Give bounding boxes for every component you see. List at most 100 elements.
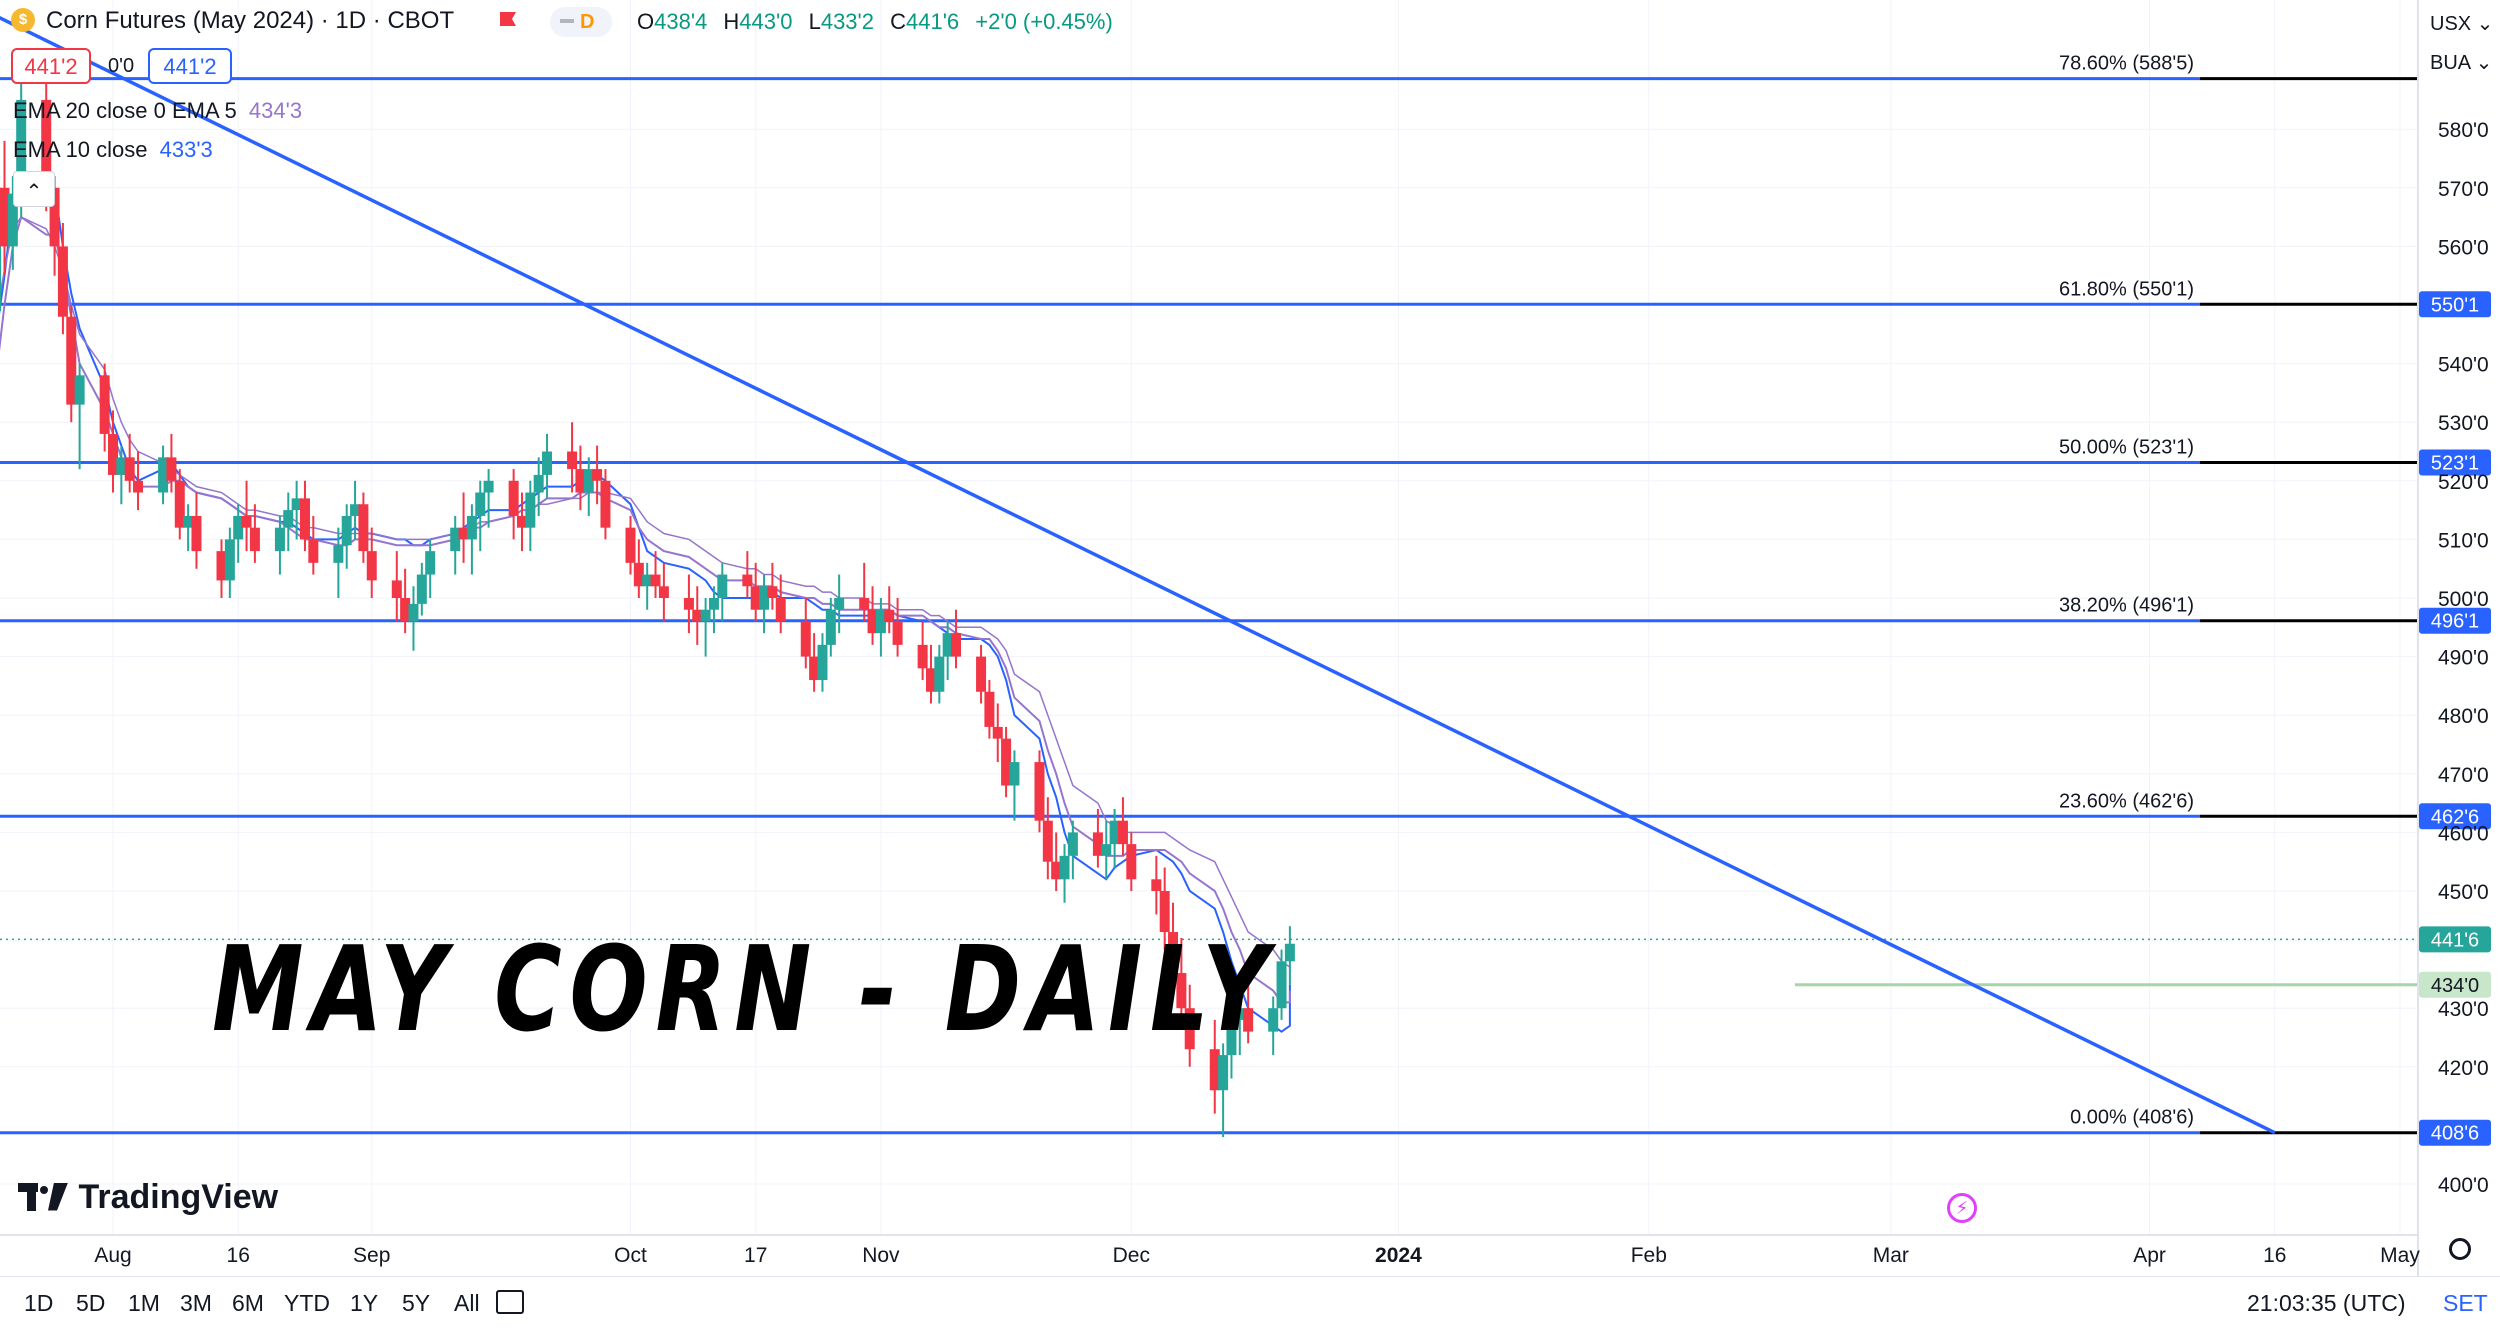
candle-body [358, 504, 369, 552]
candle-body [16, 99, 27, 194]
fib-price-tag [2419, 803, 2491, 830]
fib-price-tag [2419, 607, 2491, 634]
flag-icon[interactable] [500, 12, 516, 26]
candle-body [1184, 1008, 1195, 1050]
price-tick-label: 450'0 [2438, 881, 2489, 904]
candle-body [224, 539, 235, 581]
fib-label: 50.00% (523'1) [2059, 436, 2194, 458]
candle-body [366, 551, 377, 581]
candle-body [1042, 820, 1053, 862]
ema-10-legend[interactable]: EMA 10 close 433'3 [13, 137, 213, 163]
candle-body [1009, 762, 1020, 786]
tradingview-logo[interactable]: TradingView [18, 1178, 278, 1217]
settings-icon[interactable] [2449, 1238, 2471, 1260]
sell-button[interactable]: 441'2 [11, 48, 91, 84]
ema-20-value: 434'3 [248, 98, 303, 123]
candle-body [775, 598, 786, 622]
candle-body [1268, 1008, 1279, 1032]
candle-body [683, 598, 694, 610]
time-tick-label: Dec [1113, 1244, 1150, 1267]
currency-select[interactable]: USX ⌄ [2430, 13, 2494, 35]
candle-body [992, 726, 1003, 739]
candle-body [1226, 1019, 1237, 1056]
unit-select[interactable]: BUA ⌄ [2430, 52, 2493, 74]
candle-body [1126, 844, 1137, 880]
candle-body [0, 187, 10, 247]
time-tick-label: Mar [1873, 1244, 1909, 1267]
candle-body [575, 469, 586, 493]
candle-body [809, 656, 820, 681]
candle-body [825, 609, 836, 645]
time-tick-label: Feb [1631, 1244, 1667, 1267]
candle-body [0, 187, 2, 311]
candle-body [633, 562, 644, 587]
settings-label[interactable]: SET [2443, 1290, 2488, 1316]
ema-line-ema-20 [0, 216, 1291, 979]
candle-body [7, 193, 18, 247]
candle-body [976, 656, 987, 692]
candle-body [583, 469, 594, 493]
fib-label: 23.60% (462'6) [2059, 790, 2194, 812]
price-tick-label: 460'0 [2438, 822, 2489, 845]
candle-body [483, 480, 494, 493]
candle-body [692, 609, 703, 622]
ohlc-c-label: C [890, 9, 906, 34]
candle-body [1092, 832, 1103, 856]
clock-readout[interactable]: 21:03:35 (UTC) [2247, 1290, 2406, 1316]
symbol-logo-icon: $ [11, 8, 35, 32]
interval-badge[interactable]: D [550, 7, 612, 37]
candle-body [1159, 891, 1170, 933]
candle-body [391, 580, 402, 598]
ema-20-legend[interactable]: EMA 20 close 0 EMA 5 434'3 [13, 98, 302, 124]
timeframe-1d[interactable]: 1D [24, 1290, 54, 1316]
candle-body [241, 515, 252, 528]
candle-body [859, 598, 870, 610]
fib-label: 0.00% (408'6) [2070, 1107, 2194, 1129]
ohlc-close: 441'6 [906, 9, 960, 34]
candle-body [717, 574, 728, 598]
timeframe-all[interactable]: All [454, 1290, 480, 1316]
buy-button[interactable]: 441'2 [148, 48, 232, 84]
tradingview-logo-icon [18, 1182, 68, 1213]
candle-body [650, 574, 661, 587]
timeframe-5y[interactable]: 5Y [402, 1290, 431, 1316]
flash-icon[interactable]: ⚡ [1947, 1193, 1977, 1223]
candle-body [875, 609, 886, 634]
candle-body [984, 691, 995, 727]
price-tick-label: 490'0 [2438, 647, 2489, 670]
collapse-legend-button[interactable]: ⌃ [13, 171, 55, 207]
candle-body [1218, 1055, 1229, 1091]
date-range-icon[interactable] [496, 1290, 524, 1314]
candle-body [1117, 820, 1128, 845]
candle-body [49, 187, 60, 247]
candle-body [66, 316, 77, 405]
price-tick-label: 520'0 [2438, 471, 2489, 494]
candle-body [951, 633, 962, 657]
fib-label: 38.20% (496'1) [2059, 595, 2194, 617]
spread-value: 0'0 [108, 55, 135, 77]
candle-body [116, 457, 127, 475]
timeframe-3m[interactable]: 3M [180, 1290, 212, 1316]
candle-body [867, 609, 878, 634]
candle-body [74, 375, 85, 405]
candle-body [291, 498, 302, 511]
timeframe-ytd[interactable]: YTD [284, 1290, 330, 1316]
timeframe-1y[interactable]: 1Y [350, 1290, 379, 1316]
timeframe-1m[interactable]: 1M [128, 1290, 160, 1316]
candle-body [600, 480, 611, 528]
candle-body [592, 469, 603, 481]
time-axis: Aug 16 Sep Oct 17 Nov Dec 2024 Feb Mar Apr 16 May [94, 1244, 2420, 1267]
symbol-title[interactable]: Corn Futures (May 2024) · 1D · CBOT [46, 7, 455, 34]
candle-body [1168, 932, 1179, 974]
candle-body [216, 551, 227, 581]
time-tick-label: Sep [353, 1244, 390, 1267]
candle-body [333, 545, 344, 563]
time-tick-label: 2024 [1375, 1244, 1422, 1267]
time-tick-label: 16 [227, 1244, 250, 1267]
downtrend-line [0, 16, 2276, 1135]
timeframe-6m[interactable]: 6M [232, 1290, 264, 1316]
candle-body [283, 510, 294, 528]
timeframe-5d[interactable]: 5D [76, 1290, 106, 1316]
candle-body [274, 527, 285, 552]
